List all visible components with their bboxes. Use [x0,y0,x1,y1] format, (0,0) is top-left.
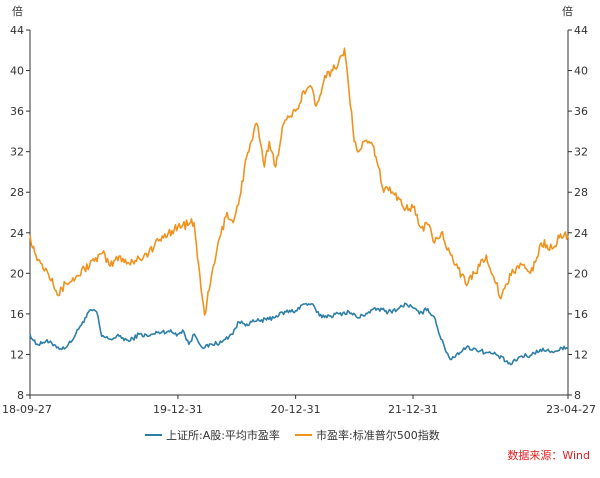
left-y-ticks: 8 12 16 20 24 28 32 36 40 44 [10,24,30,402]
right-y-tick-label: 28 [574,186,588,199]
x-tick-label: 21-12-31 [388,403,438,416]
x-tick-label: 19-12-31 [153,403,203,416]
left-y-tick-label: 16 [10,308,24,321]
right-y-tick-label: 36 [574,105,588,118]
right-y-tick-label: 40 [574,65,588,78]
left-y-tick-label: 24 [10,227,24,240]
legend-label-a-share-pe: 上证所:A股:平均市盈率 [166,428,280,442]
data-source-note: 数据来源：Wind [507,448,590,462]
series-line-0 [29,302,569,366]
left-axis-unit: 倍 [12,4,23,18]
right-y-tick-label: 44 [574,24,588,37]
axes [29,30,569,396]
left-y-tick-label: 32 [10,146,24,159]
right-y-tick-label: 16 [574,308,588,321]
right-y-ticks: 8 12 16 20 24 28 32 36 40 44 [568,24,588,402]
left-y-tick-label: 12 [10,348,24,361]
right-axis-unit: 倍 [562,4,573,18]
x-tick-label: 23-04-27 [546,403,596,416]
left-y-tick-label: 36 [10,105,24,118]
legend-item-a-share-pe[interactable]: 上证所:A股:平均市盈率 [145,428,280,442]
left-y-tick-label: 40 [10,65,24,78]
right-y-tick-label: 20 [574,267,588,280]
left-y-tick-label: 8 [17,389,24,402]
series-line-1 [29,47,569,316]
series-lines [29,47,569,366]
legend-label-sp500-pe: 市盈率:标准普尔500指数 [316,428,440,442]
right-y-tick-label: 12 [574,348,588,361]
right-y-tick-label: 32 [574,146,588,159]
right-y-tick-label: 24 [574,227,588,240]
left-y-tick-label: 44 [10,24,24,37]
left-y-tick-label: 28 [10,186,24,199]
x-tick-label: 20-12-31 [271,403,321,416]
legend: 上证所:A股:平均市盈率 市盈率:标准普尔500指数 [145,428,440,442]
legend-item-sp500-pe[interactable]: 市盈率:标准普尔500指数 [295,428,440,442]
left-y-tick-label: 20 [10,267,24,280]
x-tick-label: 18-09-27 [2,403,52,416]
x-ticks: 18-09-27 19-12-31 20-12-31 21-12-31 23-04-27 [2,395,596,416]
right-y-tick-label: 8 [574,389,581,402]
